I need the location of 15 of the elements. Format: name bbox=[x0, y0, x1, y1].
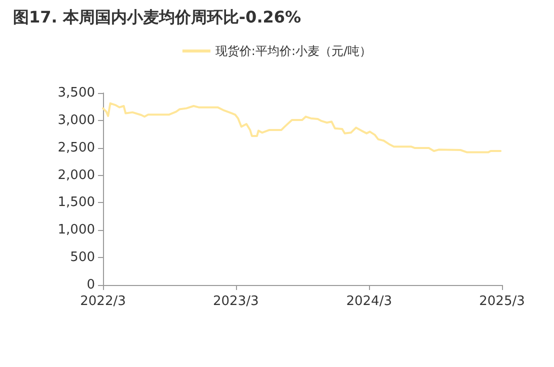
y-tick-label: 500 bbox=[70, 250, 95, 266]
y-tick-label: 2,500 bbox=[58, 140, 95, 156]
y-tick-label: 3,500 bbox=[58, 86, 95, 100]
y-tick-label: 1,000 bbox=[58, 222, 95, 238]
y-tick-label: 2,000 bbox=[58, 168, 95, 183]
y-tick-label: 0 bbox=[86, 278, 95, 292]
y-tick-label: 1,500 bbox=[58, 195, 95, 210]
legend-label: 现货价:平均价:小麦（元/吨） bbox=[215, 44, 372, 58]
x-tick-label: 2025/3 bbox=[479, 294, 525, 309]
x-tick-label: 2023/3 bbox=[213, 294, 259, 309]
x-tick-label: 2024/3 bbox=[346, 294, 392, 309]
chart-title: 图17. 本周国内小麦均价周环比-0.26% bbox=[13, 8, 302, 26]
y-tick-label: 3,000 bbox=[58, 112, 95, 128]
line-series bbox=[102, 102, 502, 154]
x-tick-label: 2022/3 bbox=[80, 294, 126, 309]
